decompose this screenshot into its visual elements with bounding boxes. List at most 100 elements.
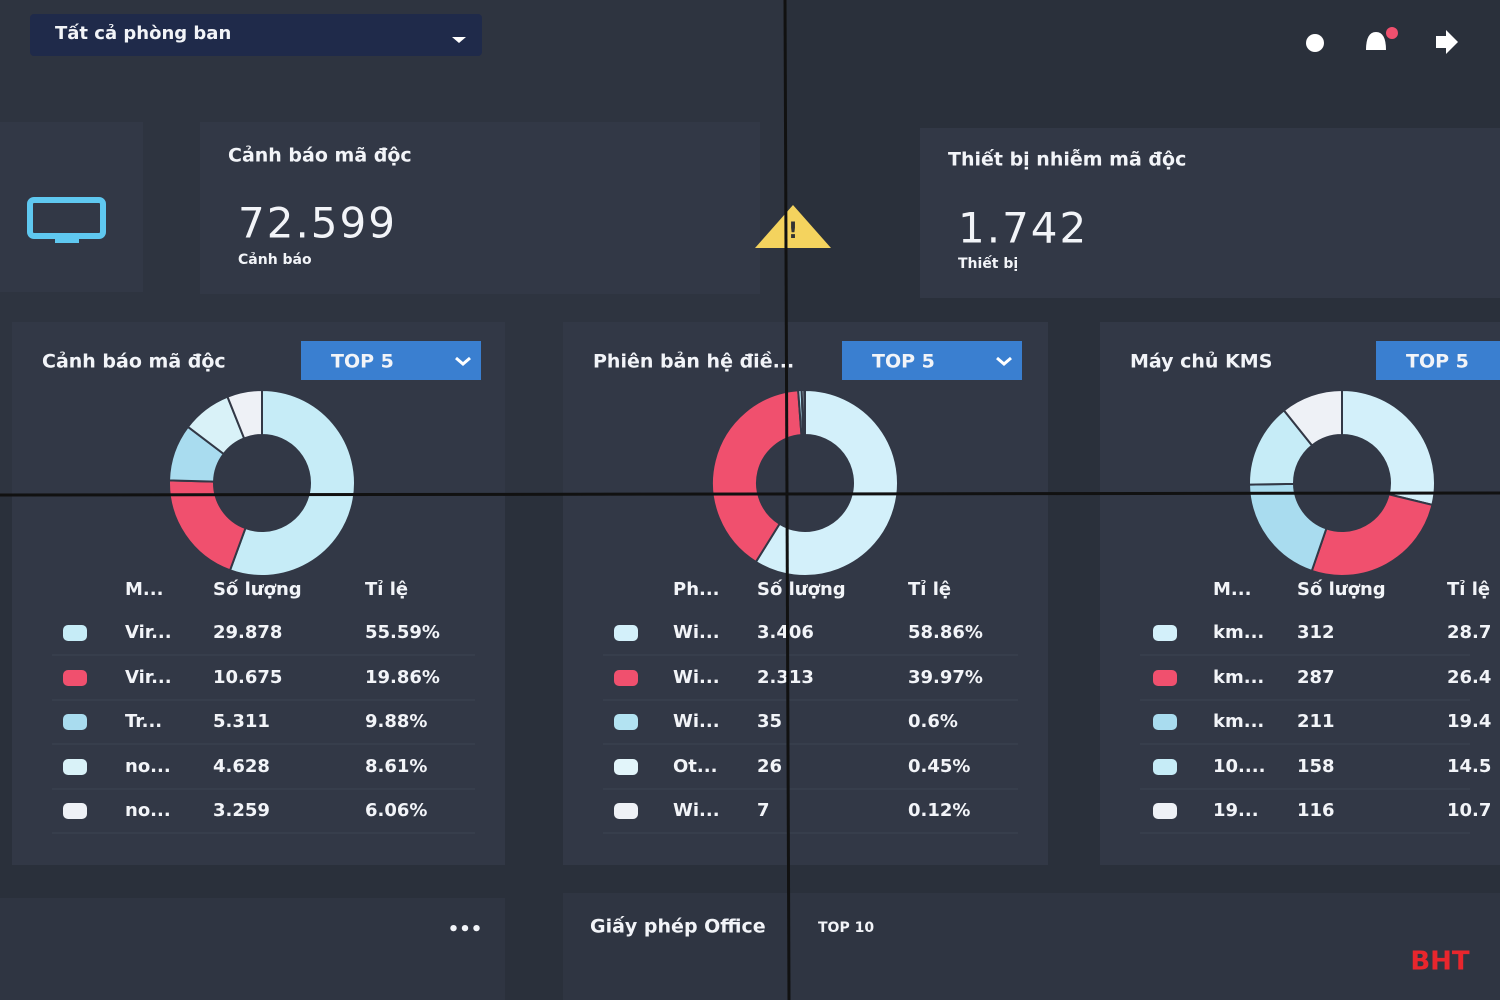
row-share: 19.86% bbox=[365, 667, 440, 688]
row-name: Wi... bbox=[673, 711, 720, 732]
bottom-filter: TOP 10 bbox=[818, 920, 874, 936]
row-share: 19.4 bbox=[1447, 711, 1491, 732]
summary-card bbox=[200, 122, 760, 294]
legend-swatch bbox=[63, 803, 87, 819]
row-name: km... bbox=[1213, 667, 1264, 688]
legend-swatch bbox=[614, 670, 638, 686]
row-share: 55.59% bbox=[365, 622, 440, 643]
panels: Cảnh báo mã độc TOP 5 M... Số lượng Tỉ lệ Vir… bbox=[12, 322, 1500, 865]
legend-swatch bbox=[1153, 670, 1177, 686]
legend-swatch bbox=[63, 759, 87, 775]
row-count: 312 bbox=[1297, 622, 1335, 643]
legend-swatch bbox=[63, 714, 87, 730]
row-name: Wi... bbox=[673, 622, 720, 643]
screen-seam bbox=[0, 491, 1500, 497]
row-name: km... bbox=[1213, 622, 1264, 643]
row-share: 0.12% bbox=[908, 800, 970, 821]
column-header: M... bbox=[1213, 579, 1251, 600]
row-count: 287 bbox=[1297, 667, 1335, 688]
bottom-card bbox=[563, 893, 1500, 1000]
panel-title: Phiên bản hệ điề... bbox=[593, 350, 794, 373]
notification-icon[interactable] bbox=[1366, 32, 1386, 50]
row-name: Vir... bbox=[125, 622, 172, 643]
donut-segment bbox=[226, 388, 263, 440]
summary-title: Thiết bị nhiễm mã độc bbox=[948, 147, 1186, 171]
summary-unit: Thiết bị bbox=[958, 255, 1018, 272]
department-label: Tất cả phòng ban bbox=[55, 23, 231, 44]
column-header: Số lượng bbox=[757, 579, 846, 600]
row-share: 58.86% bbox=[908, 622, 983, 643]
legend-swatch bbox=[1153, 803, 1177, 819]
row-count: 26 bbox=[757, 756, 782, 777]
legend-swatch bbox=[614, 714, 638, 730]
row-share: 8.61% bbox=[365, 756, 427, 777]
top-filter-label: TOP 5 bbox=[331, 351, 394, 373]
watermark: BHT bbox=[1410, 947, 1470, 977]
legend-swatch bbox=[63, 670, 87, 686]
row-name: 10.... bbox=[1213, 756, 1265, 777]
row-name: Wi... bbox=[673, 667, 720, 688]
panel-title: Cảnh báo mã độc bbox=[42, 351, 226, 373]
summary-unit: Cảnh báo bbox=[238, 252, 312, 268]
settings-icon[interactable] bbox=[1306, 34, 1324, 52]
legend-swatch bbox=[614, 759, 638, 775]
summary-title: Cảnh báo mã độc bbox=[228, 145, 412, 167]
row-count: 3.406 bbox=[757, 622, 814, 643]
row-name: km... bbox=[1213, 711, 1264, 732]
row-share: 6.06% bbox=[365, 800, 427, 821]
warning-mark: ! bbox=[788, 219, 798, 244]
summary-value: 72.599 bbox=[238, 199, 397, 248]
row-share: 14.5 bbox=[1447, 756, 1491, 777]
row-count: 2.313 bbox=[757, 667, 814, 688]
logout-icon[interactable] bbox=[1436, 30, 1458, 54]
top-filter[interactable] bbox=[842, 341, 1022, 380]
dropdown-arrow bbox=[455, 356, 471, 366]
more-icon[interactable]: ••• bbox=[448, 919, 483, 940]
column-header: Số lượng bbox=[213, 579, 302, 600]
row-name: no... bbox=[125, 756, 171, 777]
row-count: 158 bbox=[1297, 756, 1335, 777]
notification-badge bbox=[1386, 27, 1398, 39]
row-share: 28.7 bbox=[1447, 622, 1491, 643]
top-filter[interactable] bbox=[301, 341, 481, 380]
donut-segment bbox=[711, 389, 803, 564]
column-header: Tỉ lệ bbox=[365, 579, 408, 600]
bottom-card bbox=[0, 898, 505, 1000]
top-filter-label: TOP 5 bbox=[872, 351, 935, 373]
row-share: 39.97% bbox=[908, 667, 983, 688]
row-share: 10.7 bbox=[1447, 800, 1491, 821]
donut-segment bbox=[754, 388, 899, 577]
row-count: 35 bbox=[757, 711, 782, 732]
row-count: 116 bbox=[1297, 800, 1335, 821]
legend-swatch bbox=[614, 625, 638, 641]
column-header: M... bbox=[125, 579, 163, 600]
donut-segment bbox=[1341, 388, 1436, 507]
summary-card bbox=[920, 128, 1500, 298]
row-share: 26.4 bbox=[1447, 667, 1491, 688]
row-count: 10.675 bbox=[213, 667, 282, 688]
legend-swatch bbox=[614, 803, 638, 819]
row-share: 9.88% bbox=[365, 711, 427, 732]
legend-swatch bbox=[1153, 759, 1177, 775]
column-header: Số lượng bbox=[1297, 579, 1386, 600]
row-name: no... bbox=[125, 800, 171, 821]
bottom-title: Giấy phép Office bbox=[590, 915, 766, 938]
summary-value: 1.742 bbox=[958, 204, 1088, 253]
legend-swatch bbox=[1153, 625, 1177, 641]
legend-swatch bbox=[1153, 714, 1177, 730]
row-count: 29.878 bbox=[213, 622, 282, 643]
donut-segment bbox=[803, 388, 806, 437]
row-count: 5.311 bbox=[213, 711, 270, 732]
screen-seam bbox=[783, 0, 791, 1000]
row-name: Wi... bbox=[673, 800, 720, 821]
row-share: 0.6% bbox=[908, 711, 958, 732]
row-count: 3.259 bbox=[213, 800, 270, 821]
department-dropdown[interactable] bbox=[30, 14, 482, 56]
monitor-icon bbox=[27, 197, 106, 243]
row-count: 7 bbox=[757, 800, 770, 821]
panel-title: Máy chủ KMS bbox=[1130, 351, 1272, 373]
top-filter[interactable] bbox=[1376, 341, 1500, 380]
top-icons bbox=[1306, 27, 1458, 54]
donut-segment bbox=[1310, 493, 1434, 577]
